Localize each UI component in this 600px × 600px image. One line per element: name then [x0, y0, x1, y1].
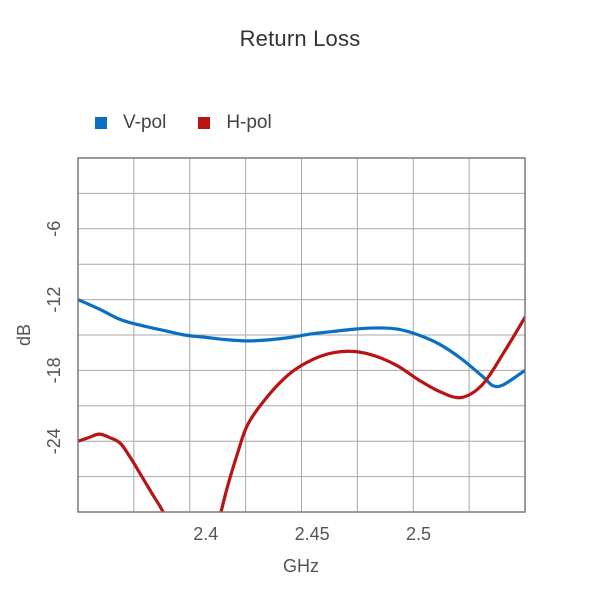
- x-tick-label: 2.45: [295, 524, 330, 544]
- legend-swatch-h-pol: [198, 117, 211, 129]
- series-layer: [78, 298, 525, 512]
- x-tick-label: 2.4: [193, 524, 218, 544]
- legend-label-v-pol: V-pol: [123, 112, 167, 133]
- y-tick-label: -18: [44, 357, 64, 383]
- y-tick-labels: -6 -12 -18 -24: [44, 221, 64, 454]
- x-tick-label: 2.5: [406, 524, 431, 544]
- series-line-h-pol: [219, 315, 525, 512]
- legend-item-v-pol[interactable]: V-pol: [95, 112, 166, 134]
- chart-legend: V-pol H-pol: [95, 112, 304, 134]
- y-axis-label: dB: [14, 324, 34, 346]
- legend-swatch-v-pol: [95, 117, 107, 129]
- y-tick-label: -24: [44, 428, 64, 454]
- y-tick-label: -12: [44, 287, 64, 313]
- chart-title: Return Loss: [239, 26, 361, 51]
- plot-frame: [77, 157, 526, 513]
- legend-item-h-pol[interactable]: H-pol: [198, 112, 272, 134]
- x-axis-label: GHz: [283, 556, 319, 576]
- x-tick-labels: 2.4 2.45 2.5: [193, 524, 431, 544]
- series-line-v-pol: [78, 298, 525, 389]
- y-tick-label: -6: [44, 221, 64, 237]
- grid-lines: [78, 158, 525, 512]
- legend-label-h-pol: H-pol: [226, 112, 272, 133]
- series-line-h-pol: [78, 432, 165, 512]
